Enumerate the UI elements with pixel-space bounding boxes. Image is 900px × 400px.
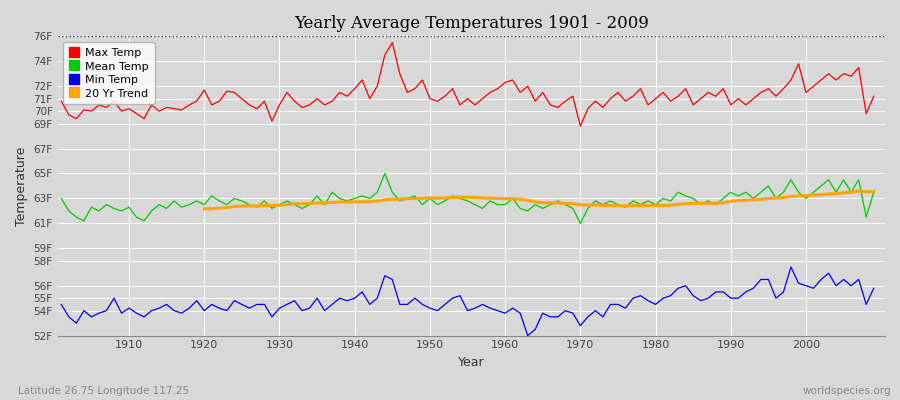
Title: Yearly Average Temperatures 1901 - 2009: Yearly Average Temperatures 1901 - 2009 <box>293 15 649 32</box>
X-axis label: Year: Year <box>458 356 484 369</box>
Legend: Max Temp, Mean Temp, Min Temp, 20 Yr Trend: Max Temp, Mean Temp, Min Temp, 20 Yr Tre… <box>63 42 155 104</box>
Y-axis label: Temperature: Temperature <box>15 146 28 226</box>
Text: worldspecies.org: worldspecies.org <box>803 386 891 396</box>
Text: Latitude 26.75 Longitude 117.25: Latitude 26.75 Longitude 117.25 <box>18 386 189 396</box>
